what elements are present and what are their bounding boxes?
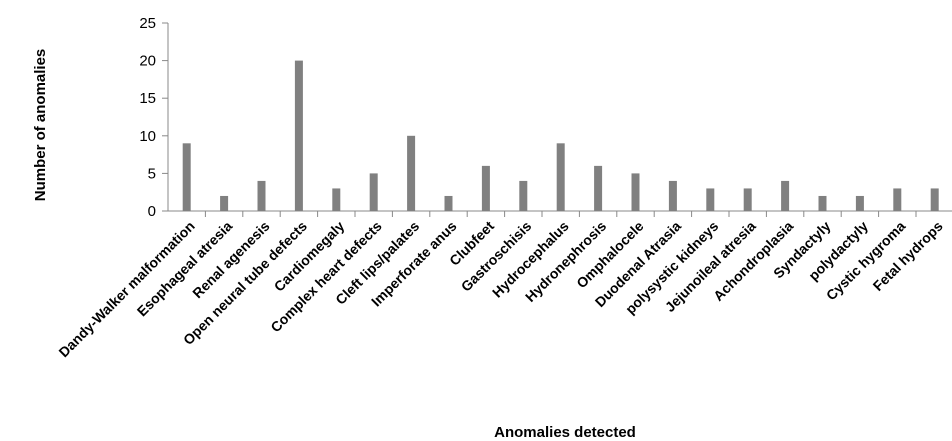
bar (818, 195, 827, 211)
y-tick-label: 5 (148, 165, 156, 182)
bar (182, 143, 191, 211)
bar (294, 60, 303, 211)
y-ticks: 0 5 10 15 20 25 (139, 15, 168, 220)
bar (257, 180, 266, 211)
bar (481, 165, 490, 211)
bar (519, 180, 528, 211)
y-tick-label: 20 (139, 53, 156, 70)
y-tick-label: 10 (139, 128, 156, 145)
y-tick-label: 15 (139, 90, 156, 107)
plot-area: 0 5 10 15 20 25 Dandy-Walker malformationEsop… (55, 15, 952, 360)
bar (855, 195, 864, 211)
bar (332, 188, 341, 211)
y-tick-label: 0 (148, 203, 156, 220)
y-tick-label: 25 (139, 15, 156, 32)
y-axis-label: Number of anomalies (32, 49, 49, 202)
x-axis-label: Anomalies detected (494, 424, 636, 441)
bar (781, 180, 790, 211)
bar (220, 195, 229, 211)
bar (369, 173, 378, 211)
bar (556, 143, 565, 211)
bar (407, 135, 416, 211)
x-tick-label: Dandy-Walker malformation (55, 218, 197, 360)
bar (893, 188, 902, 211)
bar (668, 180, 677, 211)
bar (706, 188, 715, 211)
bars (182, 60, 939, 211)
bar (631, 173, 640, 211)
bar (594, 165, 603, 211)
bar (930, 188, 939, 211)
bar (444, 195, 453, 211)
bar (743, 188, 752, 211)
